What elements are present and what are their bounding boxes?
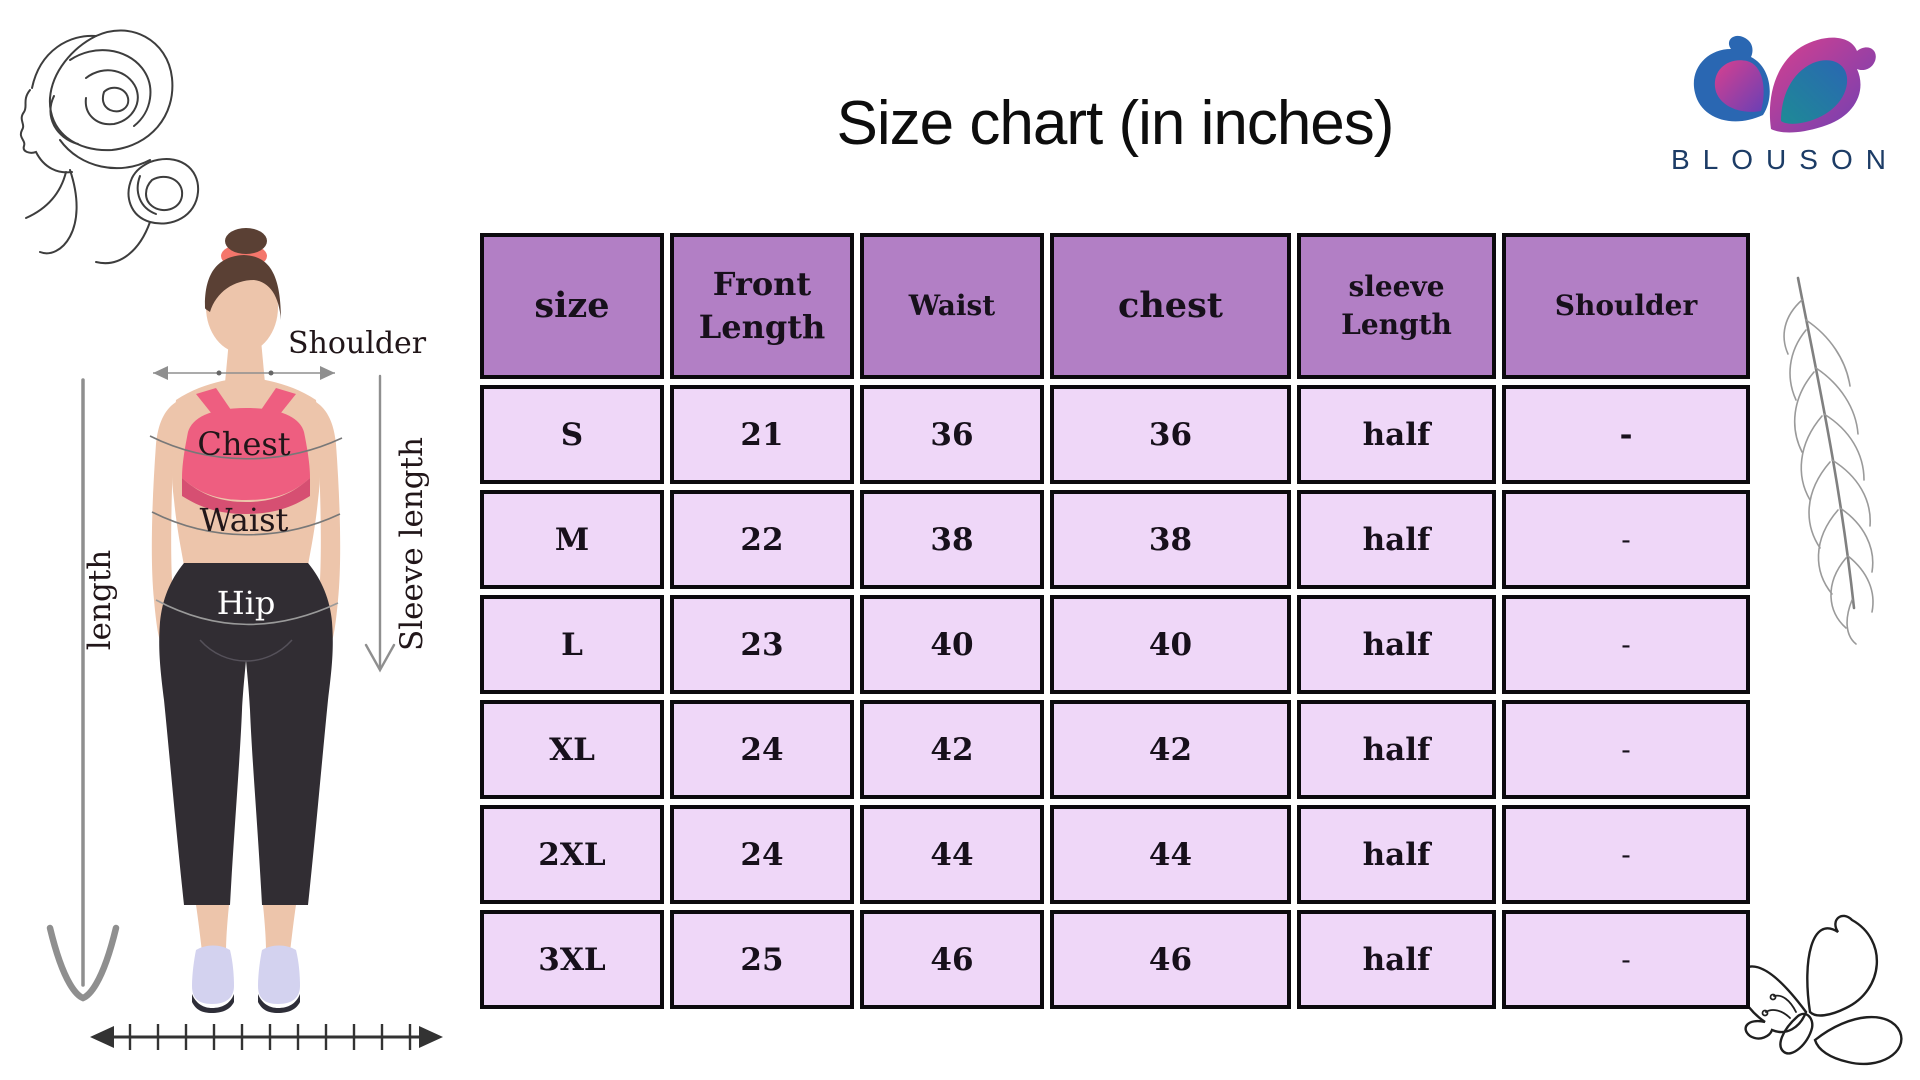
table-cell: 40 [860,595,1044,694]
table-cell: 46 [860,910,1044,1009]
woman-illustration [151,228,341,1013]
column-header-shoulder: Shoulder [1502,233,1750,379]
table-cell: - [1502,700,1750,799]
shoulder-label: Shoulder [288,326,427,361]
size-table: size Front Length Waist chest sleeve Len… [480,233,1750,1009]
butterfly-line-art-icon [1736,914,1903,1066]
brand-logo: BLOUSON [1655,22,1915,202]
rose-woman-line-art-icon [19,29,200,265]
table-cell: 36 [1050,385,1291,484]
length-down-arrow-icon [46,378,120,1002]
waist-label: Waist [199,501,289,539]
column-header-chest: chest [1050,233,1291,379]
butterfly-logo-icon [1693,35,1876,133]
table-cell: 46 [1050,910,1291,1009]
left-right-arrow-icon [153,366,335,380]
page-title: Size chart (in inches) [836,89,1395,158]
brand-name: BLOUSON [1671,144,1899,175]
table-cell: 38 [1050,490,1291,589]
table-cell: 3XL [480,910,664,1009]
table-cell: 44 [860,805,1044,904]
table-cell: 38 [860,490,1044,589]
column-header-waist: Waist [860,233,1044,379]
table-cell: XL [480,700,664,799]
table-cell: 40 [1050,595,1291,694]
table-cell: half [1297,490,1496,589]
chest-waist-hip-guide-lines [149,435,343,626]
length-label: length [82,549,118,651]
hip-label: Hip [216,584,276,622]
table-cell: 42 [1050,700,1291,799]
table-cell: half [1297,910,1496,1009]
table-cell: half [1297,385,1496,484]
table-cell: - [1502,490,1750,589]
chest-label: Chest [197,425,291,463]
column-header-size: size [480,233,664,379]
table-cell: half [1297,805,1496,904]
table-cell: 25 [670,910,854,1009]
table-cell: 44 [1050,805,1291,904]
table-cell: 36 [860,385,1044,484]
table-cell: 2XL [480,805,664,904]
sleeve-length-down-arrow-icon [364,374,396,673]
table-cell: S [480,385,664,484]
column-header-sleeve-length: sleeve Length [1297,233,1496,379]
table-cell: - [1502,910,1750,1009]
table-cell: 21 [670,385,854,484]
table-cell: M [480,490,664,589]
feather-line-art-icon [1783,276,1874,645]
table-cell: - [1502,805,1750,904]
sleeve-length-label: Sleeve length [394,436,430,652]
table-cell: 22 [670,490,854,589]
table-cell: L [480,595,664,694]
table-cell: - [1502,385,1750,484]
table-cell: 42 [860,700,1044,799]
table-cell: 24 [670,805,854,904]
table-cell: half [1297,595,1496,694]
table-cell: half [1297,700,1496,799]
ruler-scale-icon [90,1024,443,1050]
column-header-front-length: Front Length [670,233,854,379]
table-cell: 23 [670,595,854,694]
table-cell: 24 [670,700,854,799]
table-cell: - [1502,595,1750,694]
